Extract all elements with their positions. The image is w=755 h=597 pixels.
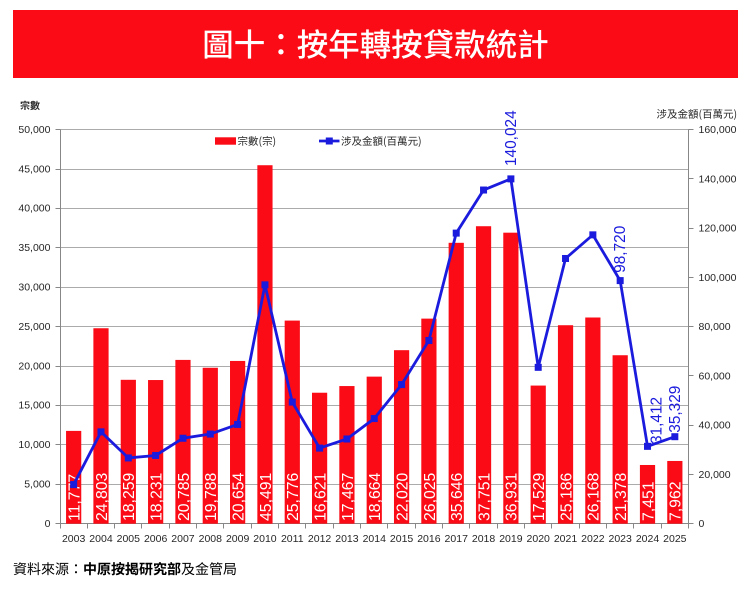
- svg-text:2020: 2020: [527, 533, 551, 545]
- svg-text:40,000: 40,000: [699, 420, 731, 432]
- svg-text:60,000: 60,000: [699, 370, 731, 382]
- svg-text:24,803: 24,803: [94, 472, 111, 521]
- svg-text:0: 0: [45, 518, 51, 530]
- svg-text:2013: 2013: [335, 533, 359, 545]
- svg-text:17,529: 17,529: [531, 472, 548, 521]
- svg-text:2005: 2005: [117, 533, 141, 545]
- svg-text:50,000: 50,000: [18, 124, 50, 136]
- svg-text:18,664: 18,664: [367, 472, 384, 521]
- svg-text:2022: 2022: [581, 533, 605, 545]
- svg-text:16,621: 16,621: [312, 472, 329, 521]
- svg-text:26,025: 26,025: [422, 472, 439, 521]
- svg-text:35,000: 35,000: [18, 242, 50, 254]
- svg-text:20,000: 20,000: [699, 469, 731, 481]
- svg-text:2003: 2003: [62, 533, 86, 545]
- svg-text:26,168: 26,168: [586, 472, 603, 521]
- svg-text:2023: 2023: [609, 533, 633, 545]
- svg-text:2017: 2017: [445, 533, 469, 545]
- svg-text:15,000: 15,000: [18, 400, 50, 412]
- svg-text:140,000: 140,000: [699, 173, 737, 185]
- svg-text:10,000: 10,000: [18, 439, 50, 451]
- svg-text:2021: 2021: [554, 533, 578, 545]
- svg-text:17,467: 17,467: [340, 473, 357, 521]
- svg-text:35,329: 35,329: [667, 386, 684, 433]
- svg-text:7,962: 7,962: [668, 481, 685, 521]
- svg-text:18,259: 18,259: [121, 472, 138, 521]
- svg-text:31,412: 31,412: [648, 397, 665, 444]
- svg-text:2012: 2012: [308, 533, 332, 545]
- svg-text:120,000: 120,000: [699, 223, 737, 235]
- svg-text:2006: 2006: [144, 533, 168, 545]
- svg-text:2004: 2004: [89, 533, 113, 545]
- svg-text:100,000: 100,000: [699, 272, 737, 284]
- svg-text:37,751: 37,751: [476, 472, 493, 521]
- svg-text:18,231: 18,231: [148, 472, 165, 521]
- svg-text:140,024: 140,024: [503, 110, 520, 166]
- svg-text:2007: 2007: [171, 533, 195, 545]
- svg-text:35,646: 35,646: [449, 472, 466, 521]
- svg-text:2015: 2015: [390, 533, 414, 545]
- svg-text:2024: 2024: [636, 533, 660, 545]
- svg-text:40,000: 40,000: [18, 203, 50, 215]
- svg-text:2025: 2025: [663, 533, 687, 545]
- svg-text:98,720: 98,720: [612, 226, 629, 273]
- svg-text:20,000: 20,000: [18, 360, 50, 372]
- svg-text:22,020: 22,020: [394, 472, 411, 521]
- svg-text:25,000: 25,000: [18, 321, 50, 333]
- svg-text:2010: 2010: [253, 533, 277, 545]
- svg-text:2008: 2008: [199, 533, 223, 545]
- svg-text:20,785: 20,785: [176, 472, 193, 521]
- svg-text:36,931: 36,931: [504, 472, 521, 521]
- svg-text:5,000: 5,000: [24, 479, 50, 491]
- svg-text:0: 0: [699, 518, 705, 530]
- svg-text:19,788: 19,788: [203, 472, 220, 521]
- svg-text:2014: 2014: [363, 533, 387, 545]
- svg-text:80,000: 80,000: [699, 321, 731, 333]
- svg-text:45,000: 45,000: [18, 163, 50, 175]
- svg-text:20,654: 20,654: [230, 472, 247, 521]
- svg-text:25,186: 25,186: [558, 472, 575, 521]
- svg-text:45,491: 45,491: [258, 472, 275, 521]
- svg-text:2009: 2009: [226, 533, 250, 545]
- svg-text:2018: 2018: [472, 533, 496, 545]
- svg-text:7,451: 7,451: [640, 481, 657, 521]
- svg-text:25,776: 25,776: [285, 472, 302, 521]
- svg-text:160,000: 160,000: [699, 124, 737, 136]
- svg-text:2019: 2019: [499, 533, 523, 545]
- svg-text:30,000: 30,000: [18, 282, 50, 294]
- svg-text:2011: 2011: [281, 533, 304, 545]
- svg-text:21,378: 21,378: [613, 472, 630, 521]
- svg-text:2016: 2016: [417, 533, 441, 545]
